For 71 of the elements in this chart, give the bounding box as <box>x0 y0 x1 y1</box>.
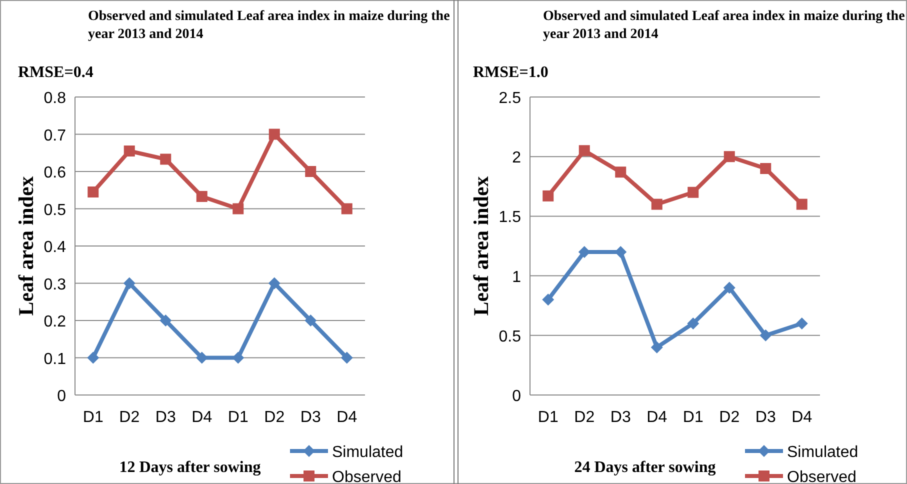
point <box>123 277 136 290</box>
point <box>542 190 554 202</box>
y-tick-label: 0.1 <box>44 350 66 368</box>
point <box>615 166 626 178</box>
x-tick-label: D2 <box>574 409 595 426</box>
y-tick-label: 0 <box>512 388 522 405</box>
legend-label: Observed <box>787 469 856 484</box>
point <box>232 203 244 214</box>
y-tick-label: 0.3 <box>44 276 66 294</box>
y-tick-label: 1 <box>512 268 522 286</box>
x-tick-label: D3 <box>155 409 176 426</box>
y-tick-label: 0.5 <box>44 202 66 219</box>
x-tick-label: D1 <box>82 409 104 426</box>
y-tick-label: 0 <box>57 388 66 405</box>
point <box>268 128 280 140</box>
x-tick-label: D4 <box>192 409 212 426</box>
point <box>160 154 172 165</box>
y-tick-label: 0.8 <box>44 90 66 107</box>
point <box>87 352 100 364</box>
y-axis-title: Leaf area index <box>469 176 493 316</box>
x-tick-label: D4 <box>336 409 358 426</box>
point <box>760 163 772 174</box>
point <box>723 282 736 294</box>
point <box>650 341 663 354</box>
point <box>124 146 135 157</box>
point <box>651 198 662 210</box>
legend-label: Simulated <box>332 444 404 461</box>
y-axis-title: Leaf area index <box>14 176 38 316</box>
x-tick-label: D1 <box>538 409 558 426</box>
x-tick-label: D2 <box>119 409 140 426</box>
point <box>796 198 808 210</box>
point <box>305 166 316 177</box>
y-tick-label: 2 <box>512 150 522 167</box>
x-tick-label: D1 <box>228 409 248 426</box>
point <box>340 352 353 364</box>
point <box>796 317 808 330</box>
point <box>304 314 317 326</box>
y-tick-label: 0.4 <box>44 239 66 256</box>
y-tick-label: 1.5 <box>498 209 522 226</box>
point <box>88 186 99 198</box>
point <box>687 317 700 330</box>
text: RMSE=0.4 <box>18 64 94 81</box>
y-tick-label: 2.5 <box>498 90 522 107</box>
x-tick-label: D3 <box>610 409 631 426</box>
point <box>578 145 590 156</box>
x-axis-title: 24 Days after sowing <box>574 459 716 476</box>
point <box>542 294 554 306</box>
point <box>341 203 352 214</box>
x-tick-label: D3 <box>755 409 776 426</box>
y-tick-label: 0.7 <box>44 127 66 144</box>
x-axis-title: 12 Days after sowing <box>119 459 261 476</box>
point <box>160 314 172 326</box>
x-tick-label: D2 <box>719 409 740 426</box>
chart-title: Observed and simulated Leaf area index in maize during the year 2013 and 2014 <box>543 9 905 42</box>
x-tick-label: D4 <box>792 409 812 426</box>
y-tick-label: 0.6 <box>44 164 66 182</box>
x-tick-label: D4 <box>646 409 668 426</box>
x-tick-label: D1 <box>682 409 704 426</box>
point <box>760 329 772 342</box>
legend-label: Observed <box>332 469 402 484</box>
point <box>196 190 208 202</box>
y-tick-label: 0.2 <box>44 314 66 330</box>
x-tick-label: D2 <box>264 409 285 426</box>
point <box>724 151 735 162</box>
y-tick-label: 0.5 <box>498 328 522 346</box>
chart-title: Observed and simulated Leaf area index in maize during the year 2013 and 2014 <box>88 9 450 42</box>
legend-label: Simulated <box>787 444 858 461</box>
text: RMSE=1.0 <box>473 64 548 81</box>
point <box>688 186 699 198</box>
point <box>268 277 280 290</box>
x-tick-label: D3 <box>300 409 321 426</box>
